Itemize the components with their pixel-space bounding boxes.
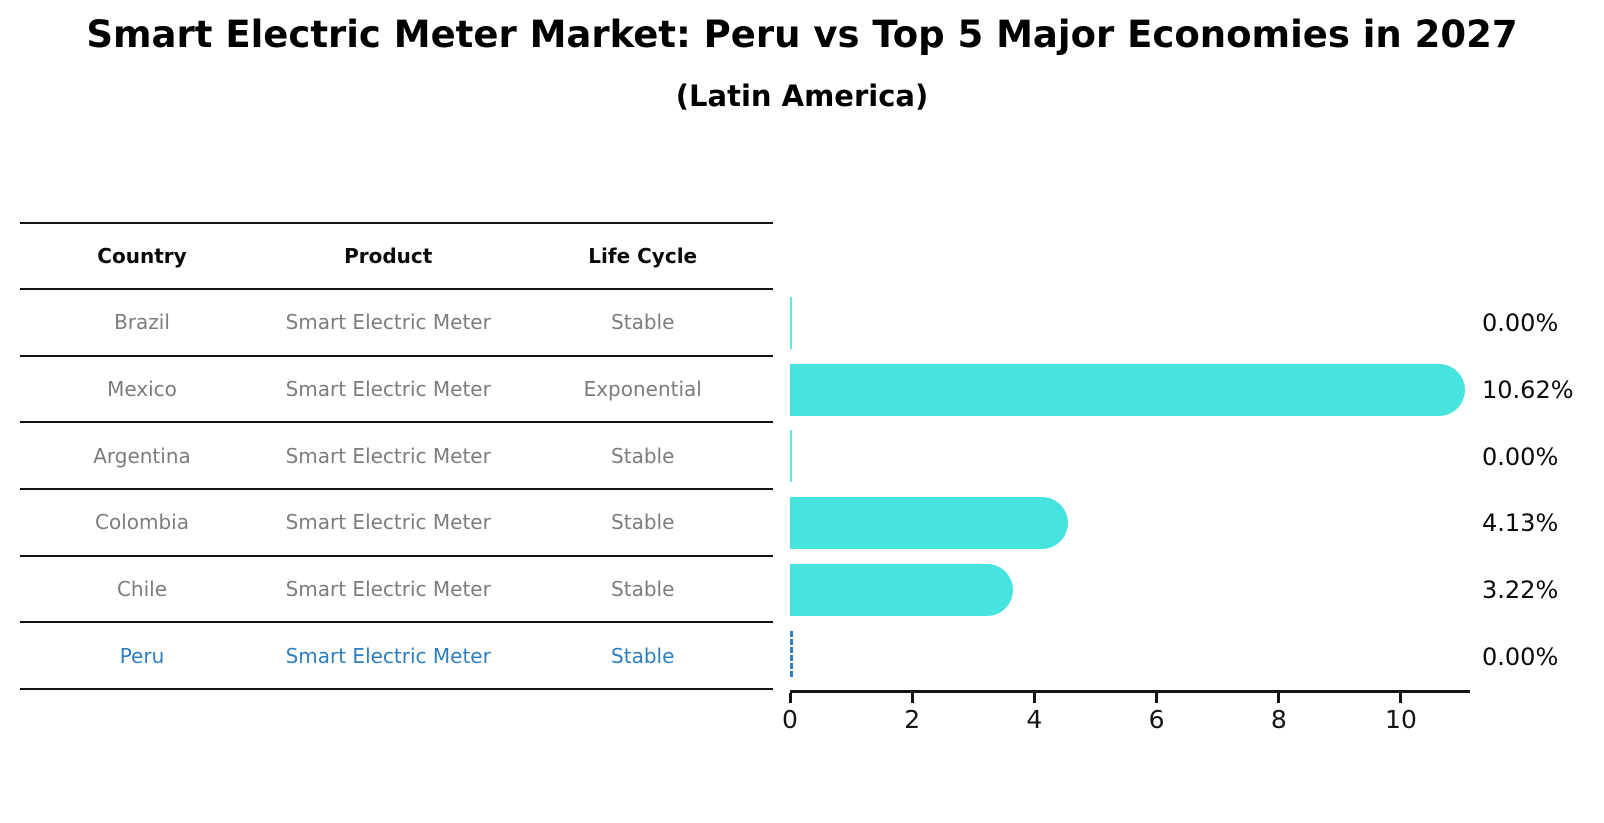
comparison-table: Country Product Life Cycle Brazil Smart E… xyxy=(20,222,773,690)
value-label: 3.22% xyxy=(1482,575,1559,604)
value-labels: 0.00% 10.62% 0.00% 4.13% 3.22% 0.00% xyxy=(1482,290,1604,690)
zero-bar xyxy=(790,297,792,349)
table-cell-country: Peru xyxy=(119,643,165,668)
table-row: Peru Smart Electric Meter Stable xyxy=(20,623,773,690)
x-tick-label: 6 xyxy=(1148,705,1165,734)
bar-row xyxy=(790,290,1470,357)
table-row: Chile Smart Electric Meter Stable xyxy=(20,557,773,624)
table-cell-product: Smart Electric Meter xyxy=(285,443,491,468)
chart-subtitle: (Latin America) xyxy=(675,79,929,113)
bar xyxy=(790,496,1069,549)
zero-bar xyxy=(790,430,792,483)
bar xyxy=(790,363,1465,416)
table-cell-product: Smart Electric Meter xyxy=(285,510,491,535)
x-tick-mark xyxy=(1399,693,1403,703)
x-axis-line xyxy=(790,690,1470,693)
table-row: Argentina Smart Electric Meter Stable xyxy=(20,423,773,490)
value-label: 0.00% xyxy=(1482,442,1559,471)
bar-plot-area xyxy=(790,290,1470,690)
bar-row xyxy=(790,357,1470,424)
table-cell-product: Smart Electric Meter xyxy=(285,376,491,401)
table-cell-life-cycle: Stable xyxy=(611,510,675,535)
highlight-zero-marker xyxy=(790,631,793,678)
x-tick-mark xyxy=(1155,693,1159,703)
chart-title: Smart Electric Meter Market: Peru vs Top… xyxy=(86,13,1518,56)
table-header-life-cycle: Life Cycle xyxy=(588,244,698,268)
table-cell-product: Smart Electric Meter xyxy=(285,310,491,335)
bar-row xyxy=(790,423,1470,490)
x-tick-mark xyxy=(788,693,792,703)
x-tick-mark xyxy=(1032,693,1036,703)
bar-row xyxy=(790,623,1470,690)
table-cell-life-cycle: Stable xyxy=(611,310,675,335)
x-tick-mark xyxy=(1277,693,1281,703)
table-header-country: Country xyxy=(97,244,187,268)
table-header-row: Country Product Life Cycle xyxy=(20,222,773,290)
x-tick-label: 8 xyxy=(1270,705,1287,734)
bar-row xyxy=(790,557,1470,624)
table-cell-country: Argentina xyxy=(93,443,191,468)
x-tick-label: 4 xyxy=(1026,705,1043,734)
table-header-product: Product xyxy=(344,244,433,268)
table-cell-country: Chile xyxy=(116,576,168,601)
bar xyxy=(790,563,1013,616)
value-label: 10.62% xyxy=(1482,375,1574,404)
table-cell-life-cycle: Stable xyxy=(611,443,675,468)
table-cell-country: Colombia xyxy=(94,510,189,535)
table-cell-life-cycle: Stable xyxy=(611,576,675,601)
table-row: Mexico Smart Electric Meter Exponential xyxy=(20,357,773,424)
table-cell-product: Smart Electric Meter xyxy=(285,576,491,601)
x-tick-label: 2 xyxy=(904,705,921,734)
table-row: Colombia Smart Electric Meter Stable xyxy=(20,490,773,557)
x-tick-label: 10 xyxy=(1385,705,1417,734)
x-tick-mark xyxy=(910,693,914,703)
bar-row xyxy=(790,490,1470,557)
value-label: 0.00% xyxy=(1482,309,1559,338)
x-tick-label: 0 xyxy=(782,705,798,734)
table-cell-country: Brazil xyxy=(114,310,170,335)
table-row: Brazil Smart Electric Meter Stable xyxy=(20,290,773,357)
table-cell-country: Mexico xyxy=(107,376,177,401)
table-body: Brazil Smart Electric Meter Stable Mexico Sm… xyxy=(20,290,773,690)
value-label: 4.13% xyxy=(1482,509,1559,538)
value-label: 0.00% xyxy=(1482,642,1559,671)
table-cell-product: Smart Electric Meter xyxy=(285,643,491,668)
x-axis-ticks: 0 2 4 6 8 10 xyxy=(782,693,1470,743)
table-cell-life-cycle: Exponential xyxy=(583,376,702,401)
table-cell-life-cycle: Stable xyxy=(611,643,675,668)
